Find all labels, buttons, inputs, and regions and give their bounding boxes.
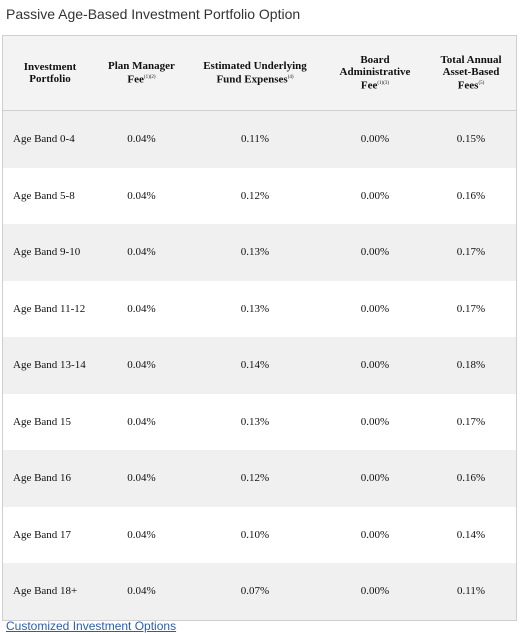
fee-cell: 0.13% bbox=[240, 415, 270, 428]
table-row: Age Band 11-12 0.04% 0.13% 0.00% 0.17% bbox=[3, 281, 516, 338]
table-row: Age Band 13-14 0.04% 0.14% 0.00% 0.18% bbox=[3, 337, 516, 394]
fee-cell: 0.13% bbox=[186, 224, 324, 281]
header-cell: Investment Portfolio bbox=[3, 36, 97, 111]
fee-cell: 0.00% bbox=[360, 189, 390, 202]
portfolio-name: Age Band 11-12 bbox=[13, 302, 86, 315]
portfolio-name: Age Band 0-4 bbox=[3, 110, 97, 168]
header-cell: Estimated Underlying Fund Expenses(4) bbox=[186, 36, 324, 111]
fee-cell: 0.04% bbox=[127, 189, 156, 202]
fee-cell: 0.12% bbox=[240, 189, 270, 202]
portfolio-name: Age Band 13-14 bbox=[3, 337, 97, 394]
fee-cell: 0.04% bbox=[127, 302, 156, 315]
header-note: (4) bbox=[287, 75, 294, 81]
fee-cell: 0.00% bbox=[324, 450, 426, 507]
fee-cell: 0.00% bbox=[324, 563, 426, 620]
header-note: (1)(2) bbox=[143, 75, 156, 81]
table-row: Age Band 5-8 0.04% 0.12% 0.00% 0.16% bbox=[3, 168, 516, 225]
fee-table: Investment Portfolio Plan Manager Fee(1)(… bbox=[3, 36, 516, 620]
fee-cell: 0.04% bbox=[97, 337, 186, 394]
fee-cell: 0.14% bbox=[186, 337, 324, 394]
fee-cell: 0.17% bbox=[426, 224, 516, 281]
table-row: Age Band 15 0.04% 0.13% 0.00% 0.17% bbox=[3, 394, 516, 451]
fee-cell: 0.17% bbox=[456, 302, 486, 315]
fee-cell: 0.00% bbox=[360, 302, 390, 315]
header-cell: Total Annual Asset-Based Fees(5) bbox=[426, 36, 516, 111]
portfolio-name: Age Band 9-10 bbox=[3, 224, 97, 281]
fee-cell: 0.04% bbox=[97, 224, 186, 281]
fee-cell: 0.15% bbox=[426, 110, 516, 168]
footer-link[interactable]: Customized Investment Options bbox=[6, 619, 177, 633]
fee-cell: 0.11% bbox=[426, 563, 516, 620]
fee-cell: 0.00% bbox=[324, 337, 426, 394]
header-cell: Plan Manager Fee(1)(2) bbox=[97, 36, 186, 111]
fee-cell: 0.00% bbox=[324, 224, 426, 281]
fee-cell: 0.00% bbox=[324, 110, 426, 168]
header-row: Investment Portfolio Plan Manager Fee(1)(… bbox=[3, 36, 516, 111]
table-row: Age Band 0-4 0.04% 0.11% 0.00% 0.15% bbox=[3, 110, 516, 168]
header-text: Total Annual Asset-Based Fees bbox=[440, 54, 502, 92]
table-row: Age Band 18+ 0.04% 0.07% 0.00% 0.11% bbox=[3, 563, 516, 620]
table-body: Age Band 0-4 0.04% 0.11% 0.00% 0.15% Age Band… bbox=[3, 110, 516, 620]
portfolio-name: Age Band 18+ bbox=[3, 563, 97, 620]
portfolio-name: Age Band 5-8 bbox=[13, 189, 75, 202]
fee-cell: 0.04% bbox=[127, 528, 156, 541]
header-text: Board Administrative Fee bbox=[339, 54, 411, 92]
fee-cell: 0.04% bbox=[97, 450, 186, 507]
fee-cell: 0.14% bbox=[456, 528, 486, 541]
table-row: Age Band 17 0.04% 0.10% 0.00% 0.14% bbox=[3, 507, 516, 564]
fee-cell: 0.10% bbox=[240, 528, 270, 541]
header-note: (1)(3) bbox=[377, 81, 390, 87]
fee-cell: 0.04% bbox=[97, 563, 186, 620]
table-row: Age Band 9-10 0.04% 0.13% 0.00% 0.17% bbox=[3, 224, 516, 281]
portfolio-name: Age Band 15 bbox=[13, 415, 72, 428]
fee-cell: 0.00% bbox=[360, 528, 390, 541]
fee-cell: 0.11% bbox=[186, 110, 324, 168]
header-note: (5) bbox=[478, 81, 485, 87]
table-row: Age Band 16 0.04% 0.12% 0.00% 0.16% bbox=[3, 450, 516, 507]
fee-cell: 0.04% bbox=[97, 110, 186, 168]
header-text: Estimated Underlying Fund Expenses bbox=[203, 60, 307, 86]
fee-cell: 0.07% bbox=[186, 563, 324, 620]
fee-cell: 0.13% bbox=[240, 302, 270, 315]
fee-cell: 0.18% bbox=[426, 337, 516, 394]
header-text: Investment Portfolio bbox=[23, 61, 77, 85]
fee-cell: 0.16% bbox=[456, 189, 486, 202]
fee-cell: 0.16% bbox=[426, 450, 516, 507]
portfolio-name: Age Band 16 bbox=[3, 450, 97, 507]
fee-cell: 0.04% bbox=[127, 415, 156, 428]
header-cell: Board Administrative Fee(1)(3) bbox=[324, 36, 426, 111]
portfolio-name: Age Band 17 bbox=[13, 528, 72, 541]
fee-cell: 0.17% bbox=[456, 415, 486, 428]
table-wrap: Investment Portfolio Plan Manager Fee(1)(… bbox=[2, 35, 517, 621]
fee-cell: 0.00% bbox=[360, 415, 390, 428]
fee-cell: 0.12% bbox=[186, 450, 324, 507]
page-title: Passive Age-Based Investment Portfolio O… bbox=[6, 6, 301, 22]
header-text: Plan Manager Fee bbox=[108, 60, 175, 86]
